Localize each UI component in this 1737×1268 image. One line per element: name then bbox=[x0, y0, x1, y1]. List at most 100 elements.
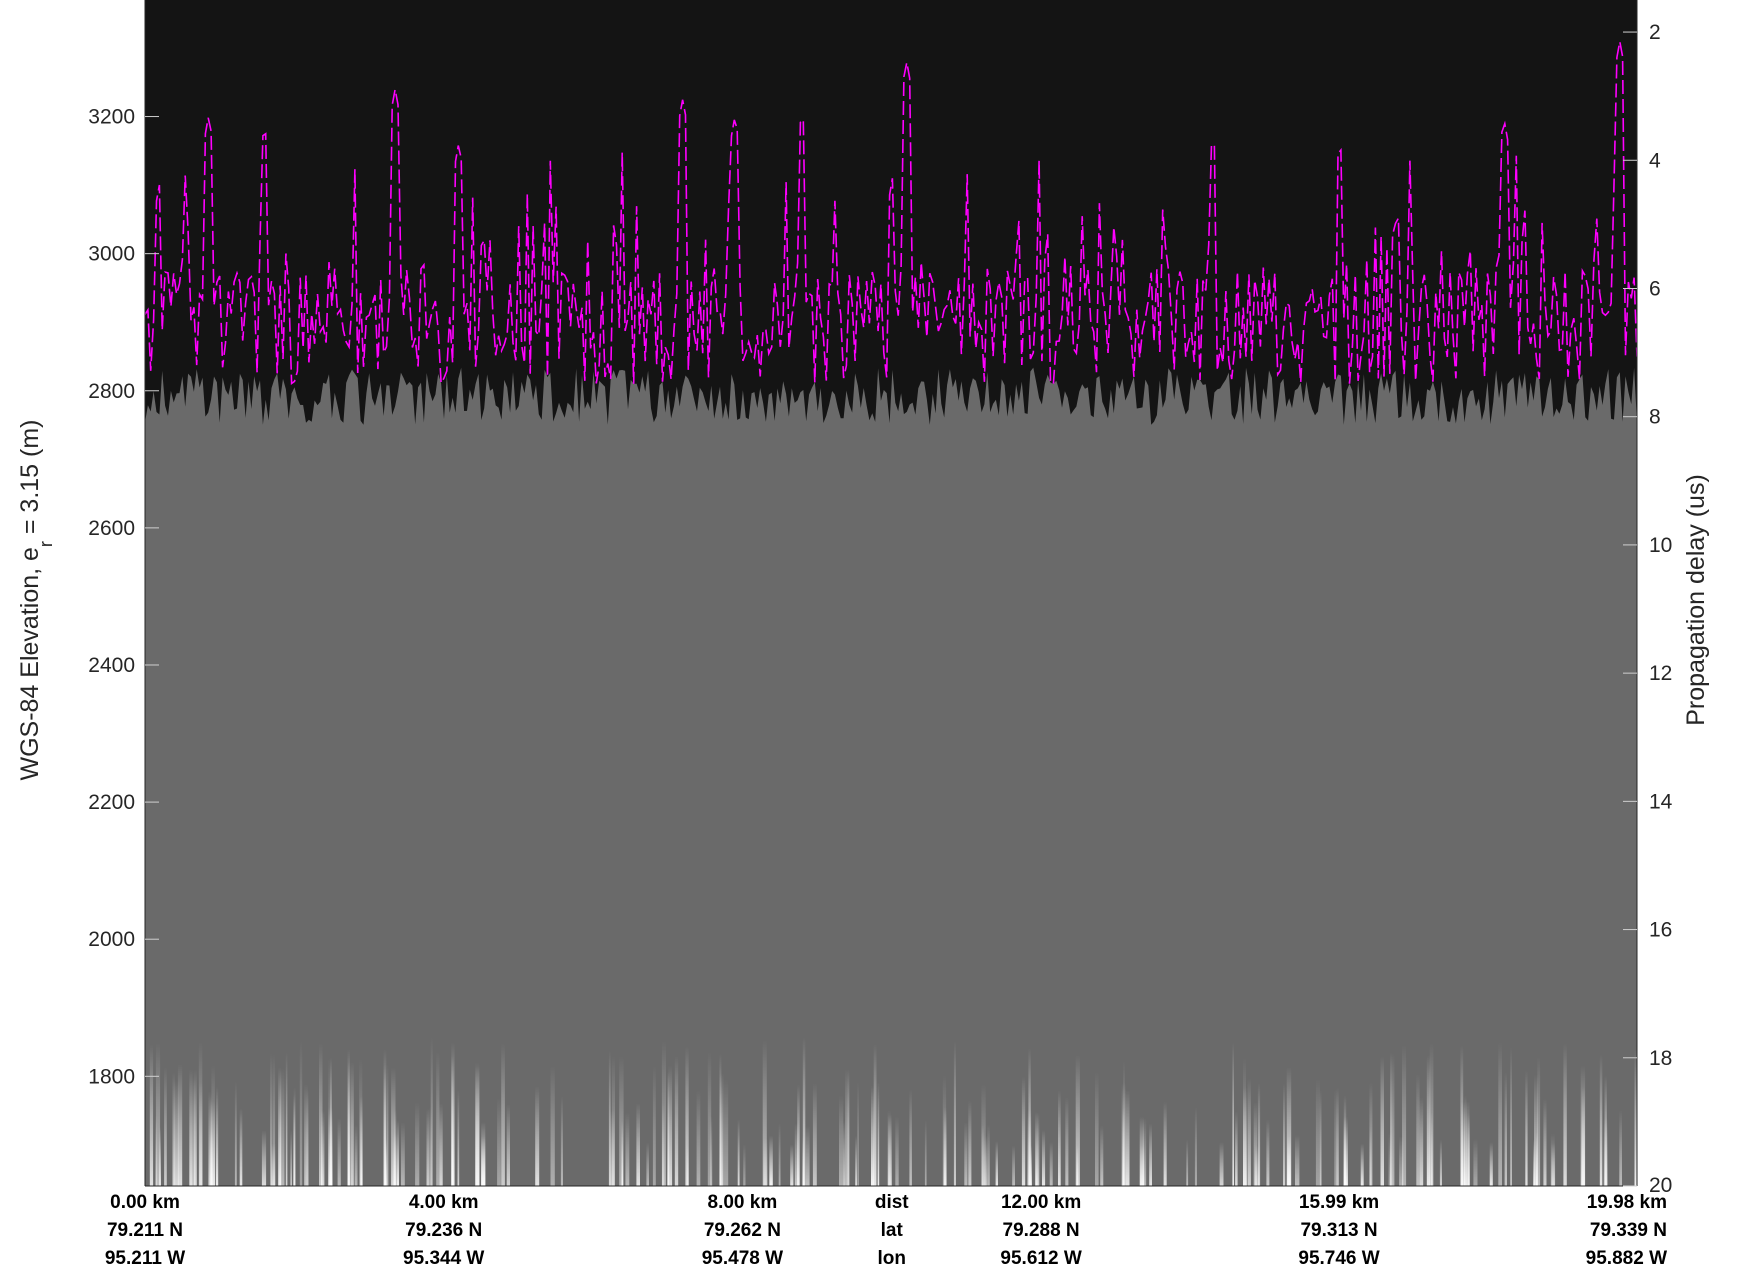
echo-streak bbox=[1125, 1090, 1130, 1186]
bottom-dist-label: 15.99 km bbox=[1299, 1192, 1379, 1213]
echo-streak bbox=[1100, 1125, 1104, 1186]
echo-streak bbox=[209, 1132, 213, 1186]
echo-streak bbox=[805, 1125, 810, 1186]
bottom-lon-label: 95.478 W bbox=[702, 1248, 783, 1268]
echo-streak bbox=[272, 1054, 276, 1186]
echo-streak bbox=[743, 1144, 746, 1186]
echo-streak bbox=[172, 1072, 176, 1186]
echo-streak bbox=[1336, 1087, 1339, 1186]
echo-streak bbox=[625, 1112, 630, 1186]
echo-streak bbox=[797, 1084, 800, 1186]
echo-streak bbox=[1186, 1139, 1189, 1186]
echo-streak bbox=[769, 1135, 773, 1186]
right-tick-label: 8 bbox=[1649, 406, 1661, 429]
echo-streak bbox=[636, 1103, 640, 1186]
echo-streak bbox=[1286, 1067, 1292, 1186]
echo-streak bbox=[707, 1051, 712, 1186]
bottom-lon-label: lon bbox=[877, 1248, 906, 1268]
left-tick-label: 3000 bbox=[88, 243, 135, 266]
echo-streak bbox=[1510, 1047, 1512, 1186]
echo-streak bbox=[610, 1109, 615, 1186]
echo-streak bbox=[1563, 1043, 1567, 1186]
echo-streak bbox=[1525, 1070, 1528, 1186]
echo-streak bbox=[1504, 1071, 1507, 1186]
echo-streak bbox=[1194, 1107, 1197, 1186]
echo-streak bbox=[619, 1056, 624, 1186]
echo-streak bbox=[1235, 1111, 1238, 1186]
echo-streak bbox=[497, 1097, 501, 1186]
echo-streak bbox=[501, 1043, 505, 1186]
echo-streak bbox=[1319, 1090, 1322, 1186]
echo-streak bbox=[1416, 1073, 1420, 1186]
echo-streak bbox=[198, 1041, 203, 1186]
echo-streak bbox=[1489, 1142, 1493, 1186]
bottom-dist-label: 8.00 km bbox=[708, 1192, 778, 1213]
left-tick-label: 1800 bbox=[88, 1065, 135, 1088]
echo-streak bbox=[293, 1086, 296, 1186]
echo-streak bbox=[1037, 1112, 1040, 1186]
echo-streak bbox=[1426, 1055, 1431, 1186]
echo-streak bbox=[159, 1126, 161, 1186]
echo-streak bbox=[1360, 1143, 1364, 1186]
echo-streak bbox=[1390, 1051, 1393, 1186]
echo-streak bbox=[1253, 1102, 1258, 1186]
echo-streak bbox=[1534, 1074, 1538, 1186]
echo-streak bbox=[560, 1096, 563, 1186]
bottom-lon-label: 95.211 W bbox=[105, 1248, 185, 1268]
echo-streak bbox=[321, 1109, 325, 1186]
echo-streak bbox=[1123, 1060, 1125, 1186]
echo-streak bbox=[1604, 1075, 1607, 1186]
right-tick-label: 18 bbox=[1649, 1047, 1672, 1070]
echo-streak bbox=[1042, 1130, 1046, 1186]
echo-streak bbox=[1075, 1054, 1080, 1186]
echo-streak bbox=[1634, 1050, 1637, 1186]
echo-streak bbox=[1464, 1095, 1467, 1186]
echo-streak bbox=[1599, 1054, 1603, 1186]
right-tick-label: 16 bbox=[1649, 919, 1672, 942]
echo-streak bbox=[359, 1058, 363, 1186]
echo-streak bbox=[211, 1065, 215, 1186]
echo-streak bbox=[149, 1044, 154, 1186]
surface-trace-line bbox=[145, 41, 1637, 386]
echo-streak bbox=[155, 1115, 158, 1186]
bottom-lat-label: 79.211 N bbox=[107, 1220, 183, 1241]
echo-streak bbox=[909, 1089, 912, 1186]
echo-streak bbox=[396, 1120, 399, 1186]
echo-streak bbox=[710, 1116, 713, 1186]
echo-streak bbox=[1580, 1065, 1586, 1186]
echo-streak bbox=[1295, 1134, 1300, 1186]
echo-streak bbox=[696, 1090, 701, 1186]
echo-streak bbox=[1283, 1083, 1286, 1186]
echo-streak bbox=[802, 1136, 805, 1186]
echo-streak bbox=[436, 1051, 440, 1186]
echo-streak bbox=[354, 1124, 358, 1186]
echo-streak bbox=[1163, 1101, 1167, 1186]
echo-streak bbox=[762, 1039, 767, 1186]
echo-streak bbox=[1460, 1045, 1464, 1186]
right-tick-label: 14 bbox=[1649, 790, 1673, 813]
echo-streak bbox=[887, 1110, 891, 1186]
echo-streak bbox=[1380, 1056, 1384, 1186]
echo-streak bbox=[608, 1050, 611, 1186]
echo-streak bbox=[737, 1119, 740, 1186]
echo-streak bbox=[426, 1108, 429, 1186]
echo-streak bbox=[385, 1138, 388, 1186]
right-tick-label: 4 bbox=[1649, 149, 1661, 172]
echo-streak bbox=[1467, 1114, 1470, 1186]
echo-streak bbox=[271, 1143, 276, 1186]
echo-streak bbox=[216, 1086, 219, 1186]
echo-streak bbox=[668, 1065, 673, 1186]
echo-streak bbox=[1232, 1042, 1234, 1186]
left-tick-label: 2200 bbox=[88, 791, 135, 814]
echo-streak bbox=[347, 1061, 350, 1186]
echo-streak bbox=[177, 1063, 183, 1186]
echo-streak bbox=[394, 1109, 397, 1186]
echo-streak bbox=[1058, 1090, 1061, 1186]
bottom-axis-labels: 0.00 km 79.211 N 95.211 W 4.00 km 79.236 N 95… bbox=[105, 1192, 1667, 1268]
echo-streak bbox=[942, 1075, 947, 1186]
echo-streak bbox=[1257, 1082, 1261, 1186]
right-axis-ticks: 2 4 6 8 10 12 14 16 18 20 bbox=[1623, 21, 1673, 1197]
echo-streak bbox=[1149, 1123, 1152, 1186]
right-tick-label: 6 bbox=[1649, 277, 1661, 300]
echo-streak bbox=[337, 1117, 341, 1186]
